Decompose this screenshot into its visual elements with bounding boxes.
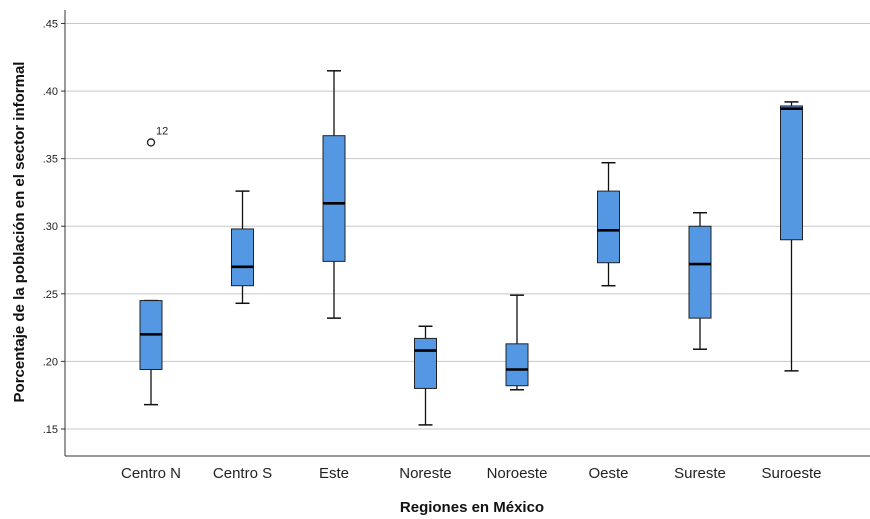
x-tick-label: Centro S <box>213 465 272 482</box>
y-tick-label: .35 <box>43 154 58 166</box>
x-axis-title: Regiones en México <box>400 499 544 516</box>
outlier-point <box>146 138 156 147</box>
x-tick-labels: Centro N Centro S Este Noreste Noroeste Oeste… <box>121 465 822 482</box>
y-tick-labels: .15 .20 .25 .30 .35 .40 .45 <box>43 19 58 436</box>
y-tick-label: .45 <box>43 19 58 31</box>
box-iqr <box>597 190 620 264</box>
outlier-label: 12 <box>156 125 168 137</box>
box-iqr <box>414 337 437 389</box>
box-iqr <box>780 105 803 241</box>
box-sureste <box>688 211 712 350</box>
x-tick-label: Sureste <box>674 465 726 482</box>
y-tick-label: .20 <box>43 356 58 368</box>
x-tick-label: Noroeste <box>487 465 548 482</box>
box-centro-n <box>139 299 163 406</box>
x-tick-label: Este <box>319 465 349 482</box>
axes <box>61 10 870 457</box>
box-suroeste <box>780 101 803 372</box>
box-iqr <box>688 225 712 319</box>
y-axis-title: Porcentaje de la población en el sector … <box>11 62 28 403</box>
x-tick-label: Suroeste <box>761 465 821 482</box>
box-noreste <box>414 325 437 426</box>
x-tick-label: Noreste <box>399 465 452 482</box>
box-iqr <box>505 343 529 387</box>
box-este <box>322 70 346 319</box>
box-iqr <box>231 228 254 287</box>
box-noroeste <box>505 294 529 391</box>
x-tick-label: Centro N <box>121 465 181 482</box>
gridlines <box>65 23 870 430</box>
outliers: 12 <box>146 125 168 147</box>
x-tick-label: Oeste <box>588 465 628 482</box>
box-centro-s <box>231 190 254 305</box>
y-tick-label: .40 <box>43 86 58 98</box>
box-iqr <box>322 135 346 262</box>
boxes <box>139 70 803 426</box>
y-tick-label: .15 <box>43 424 58 436</box>
y-tick-label: .25 <box>43 289 58 301</box>
y-tick-label: .30 <box>43 221 58 233</box>
box-oeste <box>597 161 620 287</box>
